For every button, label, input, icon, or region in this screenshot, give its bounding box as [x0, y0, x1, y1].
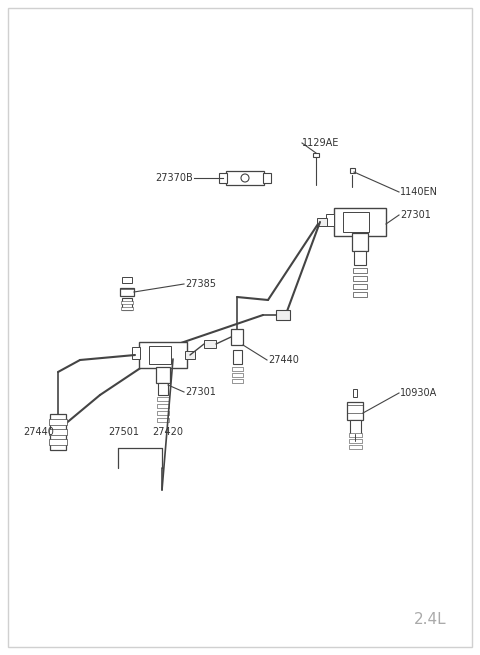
- Bar: [156, 367, 170, 383]
- Bar: [353, 267, 367, 272]
- Text: 27420: 27420: [152, 427, 183, 437]
- Bar: [334, 208, 386, 236]
- Text: 27301: 27301: [400, 210, 431, 220]
- Bar: [353, 284, 367, 288]
- Bar: [121, 301, 133, 303]
- Bar: [219, 173, 227, 183]
- Bar: [157, 397, 169, 401]
- Bar: [231, 379, 242, 383]
- Bar: [158, 383, 168, 395]
- Bar: [353, 291, 367, 297]
- Bar: [139, 342, 187, 368]
- Bar: [347, 402, 363, 420]
- Bar: [326, 214, 334, 226]
- Text: 27501: 27501: [108, 427, 139, 437]
- Text: 2.4L: 2.4L: [414, 612, 446, 627]
- Text: 27440: 27440: [23, 427, 54, 437]
- Bar: [353, 389, 357, 397]
- Text: 27440: 27440: [268, 355, 299, 365]
- Circle shape: [241, 174, 249, 182]
- Bar: [263, 173, 271, 183]
- Bar: [231, 367, 242, 371]
- Bar: [49, 419, 67, 425]
- Text: 10930A: 10930A: [400, 388, 437, 398]
- Text: 27385: 27385: [185, 279, 216, 289]
- Bar: [226, 171, 264, 185]
- Bar: [121, 307, 133, 310]
- Bar: [317, 218, 327, 226]
- Bar: [122, 298, 132, 310]
- Bar: [348, 439, 361, 443]
- Bar: [232, 350, 241, 364]
- Bar: [132, 347, 140, 359]
- Bar: [120, 288, 134, 296]
- Bar: [149, 346, 171, 364]
- Bar: [348, 445, 361, 449]
- Bar: [353, 276, 367, 280]
- Bar: [352, 233, 368, 251]
- Bar: [348, 433, 361, 437]
- Bar: [349, 168, 355, 172]
- Bar: [231, 373, 242, 377]
- Bar: [276, 310, 290, 320]
- Bar: [50, 414, 66, 450]
- Bar: [231, 329, 243, 345]
- Bar: [343, 212, 369, 232]
- Bar: [354, 251, 366, 265]
- Bar: [204, 340, 216, 348]
- Text: 27370B: 27370B: [155, 173, 193, 183]
- Bar: [313, 153, 319, 157]
- Bar: [349, 420, 360, 434]
- Text: 1140EN: 1140EN: [400, 187, 438, 197]
- Bar: [157, 404, 169, 408]
- Bar: [157, 418, 169, 422]
- Bar: [49, 429, 67, 435]
- Bar: [49, 439, 67, 445]
- Text: 1129AE: 1129AE: [302, 138, 339, 148]
- Text: 27301: 27301: [185, 387, 216, 397]
- Bar: [185, 351, 195, 359]
- Bar: [122, 277, 132, 283]
- Bar: [157, 411, 169, 415]
